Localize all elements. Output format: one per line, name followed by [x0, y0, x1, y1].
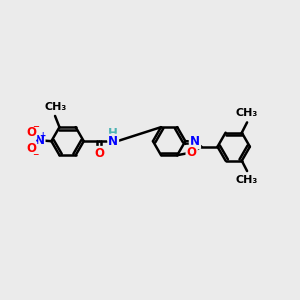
- Text: O: O: [187, 146, 197, 159]
- Text: N: N: [108, 135, 118, 148]
- Text: −: −: [33, 150, 39, 159]
- Text: H: H: [108, 127, 118, 140]
- Text: O: O: [26, 142, 36, 155]
- Text: CH₃: CH₃: [236, 108, 258, 118]
- Text: N: N: [34, 134, 45, 147]
- Text: O: O: [94, 147, 104, 160]
- Text: +: +: [39, 131, 46, 140]
- Text: N: N: [190, 135, 200, 148]
- Text: O: O: [26, 126, 36, 139]
- Text: −: −: [32, 122, 39, 131]
- Text: CH₃: CH₃: [236, 175, 258, 185]
- Text: CH₃: CH₃: [44, 102, 67, 112]
